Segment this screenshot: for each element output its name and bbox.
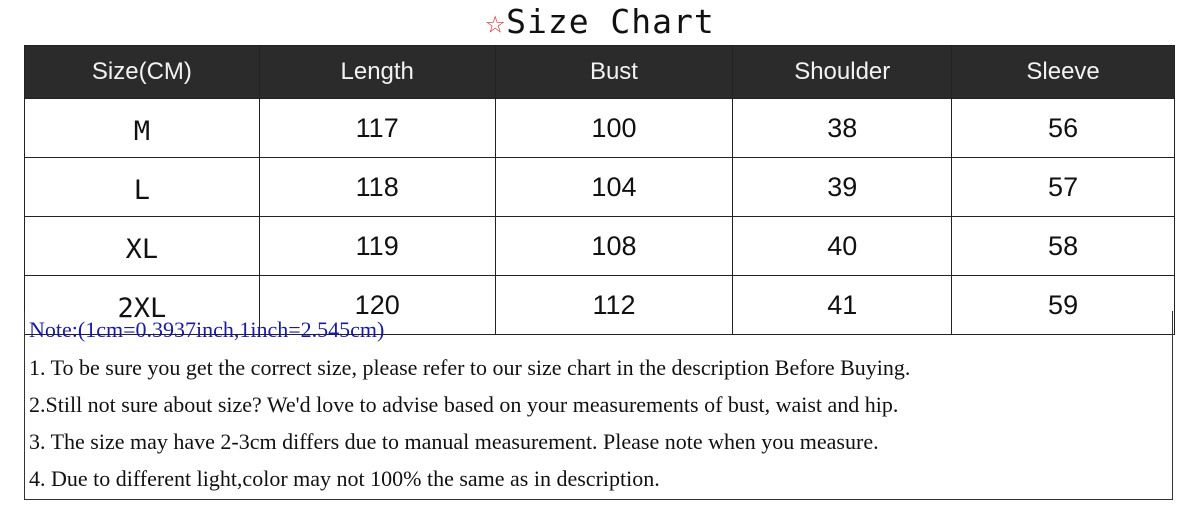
cell-length: 120 [258,275,496,335]
header-sleeve: Sleeve [951,45,1175,99]
size-table: Size(CM) Length Bust Shoulder Sleeve M 1… [24,45,1175,335]
cell-size: XL [24,216,260,276]
cell-sleeve: 59 [951,275,1175,335]
table-row: XL 119 108 40 58 [24,216,1175,276]
cell-shoulder: 38 [732,98,953,158]
notes-box: Note:(1cm=0.3937inch,1inch=2.545cm) 1. T… [24,311,1173,500]
cell-size: 2XL [24,275,260,335]
table-row: M 117 100 38 56 [24,98,1175,158]
cell-sleeve: 56 [951,98,1175,158]
header-length: Length [258,45,496,99]
note-item: 4. Due to different light,color may not … [29,466,660,491]
cell-shoulder: 39 [732,157,953,217]
note-item: 1. To be sure you get the correct size, … [29,355,911,380]
cell-bust: 108 [494,216,734,276]
cell-shoulder: 40 [732,216,953,276]
cell-shoulder: 41 [732,275,953,335]
table-row: L 118 104 39 57 [24,157,1175,217]
page-title: ☆Size Chart [0,0,1200,44]
star-outline-icon: ☆ [485,2,507,41]
note-item: 3. The size may have 2-3cm differs due t… [29,429,879,454]
cell-length: 117 [258,98,496,158]
conversion-note: Note:(1cm=0.3937inch,1inch=2.545cm) [29,317,385,342]
cell-bust: 112 [494,275,734,335]
cell-bust: 104 [494,157,734,217]
header-size: Size(CM) [24,45,260,99]
cell-size: M [24,98,260,158]
header-row: Size(CM) Length Bust Shoulder Sleeve [24,45,1175,99]
title-text: Size Chart [506,2,715,41]
table-row: 2XL 120 112 41 59 [24,275,1175,335]
cell-bust: 100 [494,98,734,158]
cell-sleeve: 57 [951,157,1175,217]
header-shoulder: Shoulder [732,45,953,99]
cell-size: L [24,157,260,217]
cell-sleeve: 58 [951,216,1175,276]
cell-length: 119 [258,216,496,276]
note-item: 2.Still not sure about size? We'd love t… [29,392,899,417]
header-bust: Bust [494,45,734,99]
cell-length: 118 [258,157,496,217]
